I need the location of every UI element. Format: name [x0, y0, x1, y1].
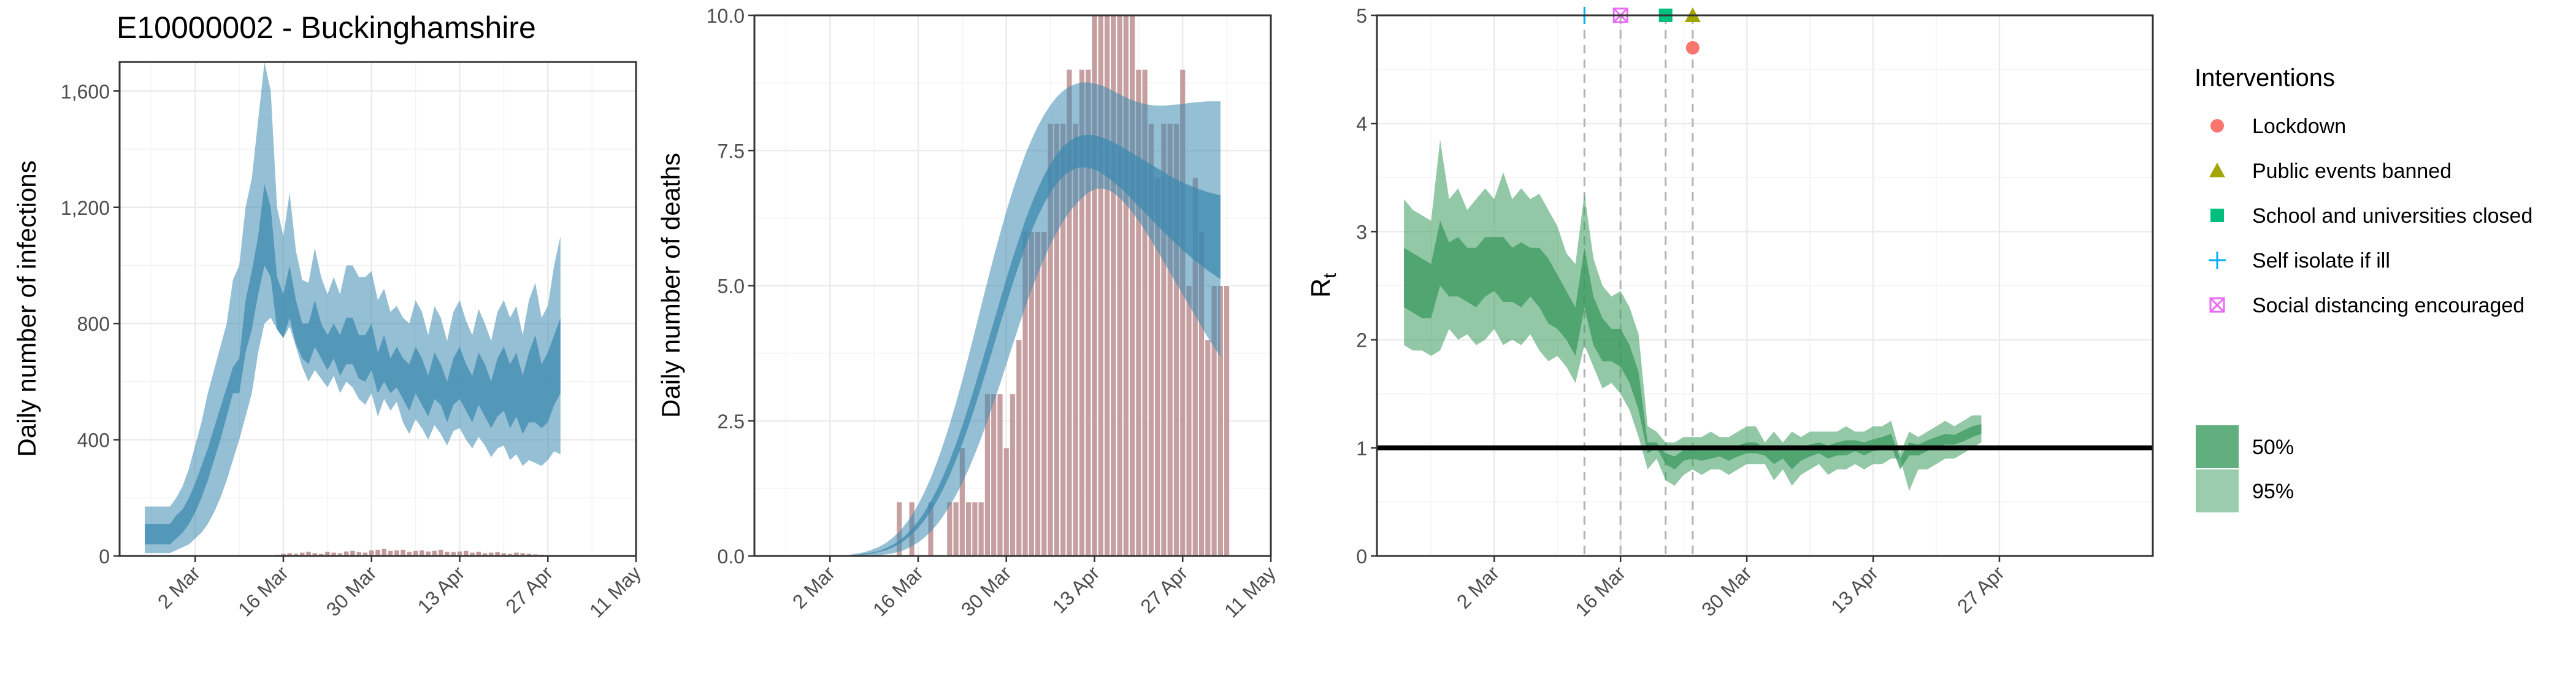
figure-title: E10000002 - Buckinghamshire: [117, 10, 536, 45]
observed-death-bar: [1129, 15, 1136, 557]
observed-death-bar: [1003, 447, 1010, 557]
x-tick-label: 16 Mar: [234, 561, 293, 620]
y-tick-label: 0: [1356, 546, 1367, 568]
observed-death-bar: [953, 501, 959, 557]
rt-intervention-markers: [1576, 7, 1701, 55]
legend-intervention-label: Lockdown: [2252, 115, 2346, 138]
observed-infection-bar: [400, 549, 406, 557]
x-tick-label: 16 Mar: [868, 561, 927, 620]
rt-ylabel-main: R: [1306, 278, 1336, 298]
legend-plus-icon: [2209, 252, 2226, 269]
y-tick-label: 7.5: [718, 140, 745, 162]
observed-death-bar: [1041, 231, 1048, 557]
y-tick-label: 800: [77, 313, 110, 335]
x-tick-label: 30 Mar: [322, 561, 381, 620]
y-tick-label: 0.0: [718, 546, 745, 568]
x-tick-label: 13 Apr: [1827, 561, 1882, 617]
y-tick-label: 5.0: [718, 276, 745, 298]
legend-band-swatch: [2196, 469, 2239, 512]
x-tick-label: 16 Mar: [1571, 561, 1630, 620]
infections-bands: [145, 62, 561, 554]
y-tick-label: 2: [1356, 330, 1367, 352]
legend-intervention-label: Public events banned: [2252, 160, 2451, 183]
observed-death-bar: [1016, 339, 1022, 557]
observed-death-bar: [1205, 339, 1211, 557]
observed-death-bar: [946, 501, 953, 557]
rt-ylabel-subscript: t: [1320, 272, 1340, 278]
y-tick-label: 1,200: [61, 197, 110, 219]
x-tick-label: 2 Mar: [1452, 561, 1504, 613]
x-tick-label: 30 Mar: [1697, 561, 1756, 620]
rt-bands: [1404, 139, 1982, 492]
x-tick-label: 30 Mar: [957, 561, 1016, 620]
observed-death-bar: [997, 393, 1003, 557]
boxx-box: [2209, 297, 2225, 313]
legend-boxx-icon: [2209, 297, 2225, 313]
observed-infection-bar: [438, 549, 443, 557]
deaths-panel: 0.0 2.5 5.0 7.5 10.0 2 Mar 16 Mar 30 Mar 13 Apr 2…: [656, 5, 1280, 622]
y-tick-label: 2.5: [718, 411, 745, 433]
infections-plot-border: [118, 61, 637, 557]
observed-death-bar: [991, 393, 997, 557]
legend-band-items: 50% 95%: [2196, 425, 2294, 512]
observed-infection-bar: [375, 549, 381, 557]
x-tick-label: 2 Mar: [153, 561, 205, 613]
boxx-diag2: [2209, 297, 2225, 313]
x-tick-label: 27 Apr: [501, 561, 557, 617]
legend-circle-icon: [2210, 119, 2224, 133]
x-tick-label: 27 Apr: [1953, 561, 2009, 617]
deaths-bands: [786, 82, 1221, 556]
legend-intervention-label: Self isolate if ill: [2252, 249, 2390, 272]
rt-panel: 0 1 2 3 4 5 2 Mar 16 Mar 30 Mar 13 Apr 27 Apr Rt: [1306, 5, 2154, 620]
observed-death-bar: [965, 501, 972, 557]
y-tick-label: 0: [99, 546, 110, 568]
observed-death-bar: [978, 501, 984, 557]
observed-death-bar: [1034, 231, 1041, 557]
infection-band-50: [145, 183, 561, 545]
legend-intervention-label: School and universities closed: [2252, 204, 2532, 228]
legend-band-label: 50%: [2252, 436, 2294, 459]
legend-interventions-title: Interventions: [2195, 64, 2335, 91]
observed-death-bar: [1186, 285, 1192, 557]
x-tick-label: 13 Apr: [1048, 561, 1104, 617]
infections-ylabel: Daily number of infections: [12, 160, 41, 457]
observed-death-bar: [972, 501, 978, 557]
y-tick-label: 10.0: [707, 5, 745, 27]
y-tick-label: 1: [1356, 438, 1367, 460]
y-tick-label: 4: [1356, 113, 1367, 135]
x-tick-label: 11 May: [1220, 561, 1280, 622]
legend-interventions-items: Lockdown Public events banned School and u…: [2209, 115, 2532, 317]
legend: Interventions Lockdown Public events bann…: [2195, 64, 2532, 512]
x-tick-label: 2 Mar: [788, 561, 840, 613]
legend-triangle-icon: [2209, 163, 2225, 177]
legend-band-label: 95%: [2252, 480, 2294, 503]
y-tick-label: 3: [1356, 221, 1367, 243]
x-tick-label: 13 Apr: [413, 561, 469, 617]
legend-square-icon: [2210, 209, 2224, 222]
y-tick-label: 5: [1356, 5, 1367, 27]
x-tick-label: 27 Apr: [1136, 561, 1192, 617]
infection-band-95: [145, 62, 561, 554]
rt-ylabel: Rt: [1306, 272, 1340, 298]
legend-band-swatch: [2196, 425, 2239, 468]
y-tick-label: 1,600: [61, 80, 110, 102]
legend-intervention-label: Social distancing encouraged: [2252, 294, 2524, 317]
observed-death-bar: [1122, 15, 1129, 557]
observed-death-bar: [1009, 393, 1016, 557]
observed-infection-bar: [381, 548, 387, 557]
y-tick-label: 400: [77, 430, 110, 452]
death-band-95: [786, 82, 1221, 556]
deaths-ylabel: Daily number of deaths: [656, 153, 685, 418]
intervention-marker-circle: [1685, 41, 1700, 55]
x-tick-label: 11 May: [585, 561, 645, 622]
rt-plot-border: [1376, 14, 2154, 557]
infections-observed-bars: [274, 548, 564, 557]
observed-death-bar: [1224, 285, 1230, 557]
rt-band-50: [1404, 220, 1982, 469]
infections-panel: 0 400 800 1,200 1,600 2 Mar 16 Mar 30 Mar 13 Apr…: [12, 61, 645, 622]
rt-band-95: [1404, 139, 1982, 492]
